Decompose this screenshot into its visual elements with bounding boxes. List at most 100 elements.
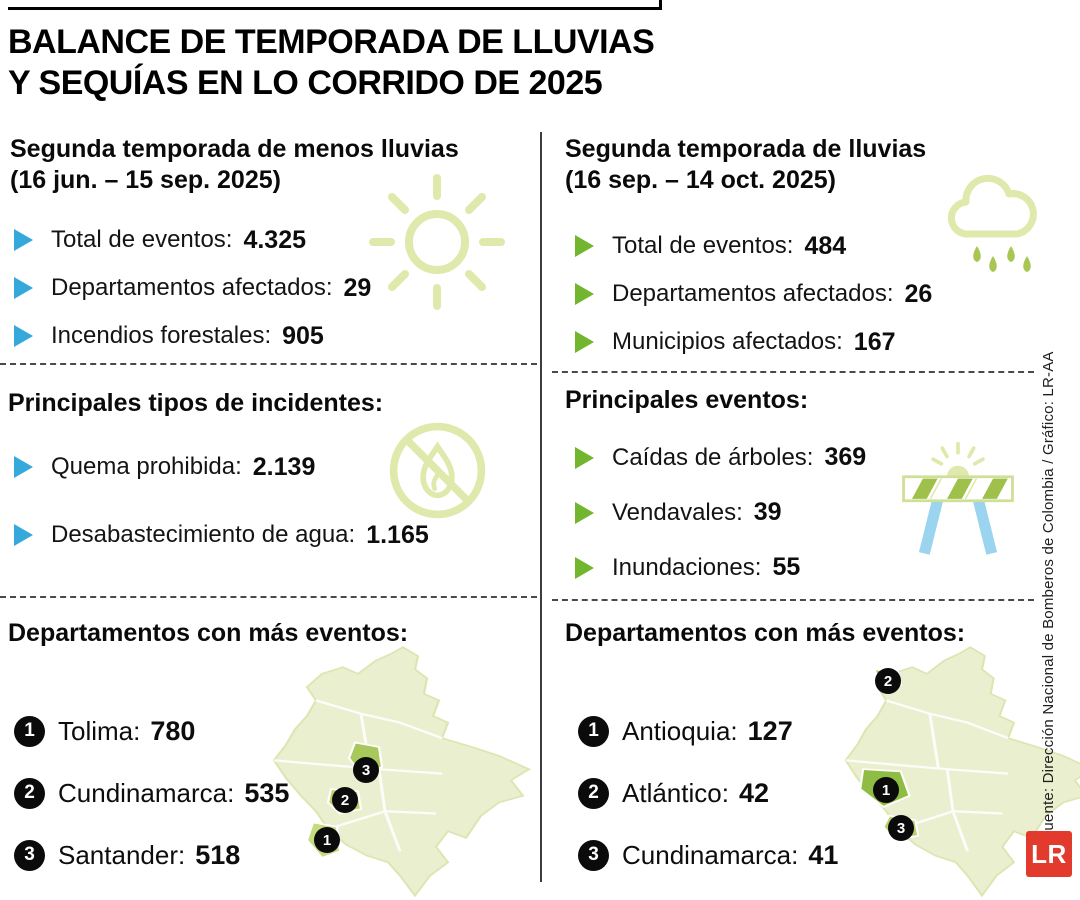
- dept-label: Antioquia:: [622, 715, 738, 746]
- rank-badge: 3: [14, 839, 45, 871]
- stat-value: 4.325: [243, 225, 307, 254]
- sun-icon: [369, 174, 505, 310]
- stat-value: 29: [343, 273, 372, 302]
- stat-value: 369: [824, 443, 867, 471]
- bullet-triangle-icon: [575, 501, 594, 524]
- map-marker: 1: [314, 827, 340, 853]
- rank-badge: 3: [578, 839, 609, 871]
- dept-label: Cundinamarca:: [622, 839, 799, 870]
- right-section-divider-2: [552, 599, 1034, 601]
- bullet-triangle-icon: [575, 331, 594, 353]
- right-season-heading: Segunda temporada de lluvias (16 sep. – …: [565, 134, 926, 197]
- top-rule-tick: [659, 0, 662, 10]
- dept-value: 518: [195, 839, 241, 870]
- stat-value: 1.165: [366, 520, 429, 549]
- right-season-heading-dates: (16 sep. – 14 oct. 2025): [565, 166, 836, 195]
- dept-row: 2 Cundinamarca: 535: [14, 762, 289, 824]
- page-title: BALANCE DE TEMPORADA DE LLUVIAS Y SEQUÍA…: [8, 22, 655, 104]
- colombia-map-left: [272, 646, 531, 898]
- stat-label: Departamentos afectados:: [51, 274, 333, 301]
- right-events-heading: Principales eventos:: [565, 386, 809, 414]
- stat-row: Incendios forestales: 905: [14, 312, 371, 360]
- stat-label: Total de eventos:: [612, 232, 794, 259]
- no-burn-icon: [389, 422, 486, 519]
- dept-value: 535: [244, 777, 290, 808]
- right-events-stats: Caídas de árboles: 369 Vendavales: 39 In…: [575, 430, 866, 595]
- right-season-heading-line1: Segunda temporada de lluvias: [565, 135, 927, 163]
- stat-row: Total de eventos: 4.325: [14, 216, 371, 264]
- top-rule: [8, 7, 662, 10]
- stat-row: Desabastecimiento de agua: 1.165: [14, 511, 429, 559]
- dept-value: 780: [150, 715, 196, 746]
- dept-value: 127: [747, 715, 793, 746]
- dept-row: 3 Cundinamarca: 41: [578, 824, 838, 886]
- left-season-stats: Total de eventos: 4.325 Departamentos af…: [14, 216, 371, 360]
- rank-badge: 1: [578, 715, 609, 747]
- bullet-triangle-icon: [575, 556, 594, 579]
- left-season-heading-dates: (16 jun. – 15 sep. 2025): [10, 166, 281, 195]
- right-season-stats: Total de eventos: 484 Departamentos afec…: [575, 222, 932, 366]
- stat-label: Total de eventos:: [51, 226, 233, 253]
- lr-logo: LR: [1026, 831, 1072, 877]
- stat-row: Municipios afectados: 167: [575, 318, 932, 366]
- dept-row: 3 Santander: 518: [14, 824, 289, 886]
- stat-label: Vendavales:: [612, 498, 743, 526]
- dept-value: 41: [808, 839, 839, 870]
- rank-badge: 1: [14, 715, 45, 747]
- bullet-triangle-icon: [14, 524, 33, 546]
- left-departments-heading: Departamentos con más eventos:: [8, 619, 409, 647]
- left-season-heading: Segunda temporada de menos lluvias (16 j…: [10, 134, 459, 197]
- stat-row: Departamentos afectados: 26: [575, 270, 932, 318]
- left-section-divider-2: [0, 596, 537, 598]
- right-departments-heading: Departamentos con más eventos:: [565, 619, 966, 647]
- stat-label: Inundaciones:: [612, 553, 762, 581]
- bullet-triangle-icon: [14, 229, 33, 251]
- stat-row: Inundaciones: 55: [575, 540, 866, 595]
- stat-label: Caídas de árboles:: [612, 443, 814, 471]
- dept-row: 1 Tolima: 780: [14, 700, 289, 762]
- bullet-triangle-icon: [14, 325, 33, 347]
- stat-value: 167: [853, 327, 896, 356]
- rain-cloud-icon: [948, 174, 1037, 272]
- dept-label: Tolima:: [58, 715, 141, 746]
- bullet-triangle-icon: [575, 283, 594, 305]
- stat-label: Municipios afectados:: [612, 328, 843, 355]
- left-departments-list: 1 Tolima: 780 2 Cundinamarca: 535 3 Sant…: [14, 700, 289, 886]
- stat-label: Incendios forestales:: [51, 322, 272, 349]
- bullet-triangle-icon: [14, 456, 33, 478]
- dept-label: Atlántico:: [622, 777, 729, 808]
- map-marker: 3: [353, 757, 379, 783]
- left-season-heading-line1: Segunda temporada de menos lluvias: [10, 135, 459, 163]
- stat-value: 55: [772, 553, 801, 581]
- road-barrier-icon: [902, 441, 1014, 555]
- column-divider: [540, 132, 542, 882]
- stat-row: Departamentos afectados: 29: [14, 264, 371, 312]
- stat-value: 2.139: [252, 452, 316, 481]
- source-credit: Fuente: Dirección Nacional de Bomberos d…: [1040, 351, 1057, 840]
- stat-value: 905: [282, 321, 324, 350]
- bullet-triangle-icon: [575, 446, 594, 469]
- dept-label: Cundinamarca:: [58, 777, 235, 808]
- stat-label: Departamentos afectados:: [612, 280, 894, 307]
- dept-value: 42: [738, 777, 769, 808]
- stat-row: Vendavales: 39: [575, 485, 866, 540]
- dept-row: 2 Atlántico: 42: [578, 762, 838, 824]
- bullet-triangle-icon: [575, 235, 594, 257]
- map-marker: 3: [888, 815, 914, 841]
- left-incidents-heading: Principales tipos de incidentes:: [8, 389, 384, 417]
- rank-badge: 2: [14, 777, 45, 809]
- stat-value: 484: [804, 231, 847, 260]
- stat-row: Quema prohibida: 2.139: [14, 443, 315, 491]
- title-line2: Y SEQUÍAS EN LO CORRIDO DE 2025: [8, 63, 603, 102]
- stat-row: Caídas de árboles: 369: [575, 430, 866, 485]
- stat-value: 26: [904, 279, 933, 308]
- dept-label: Santander:: [58, 839, 186, 870]
- rank-badge: 2: [578, 777, 609, 809]
- title-line1: BALANCE DE TEMPORADA DE LLUVIAS: [8, 23, 655, 61]
- map-marker: 2: [332, 787, 358, 813]
- bullet-triangle-icon: [14, 277, 33, 299]
- map-marker: 2: [875, 668, 901, 694]
- map-marker: 1: [873, 777, 899, 803]
- stat-label: Desabastecimiento de agua:: [51, 521, 356, 548]
